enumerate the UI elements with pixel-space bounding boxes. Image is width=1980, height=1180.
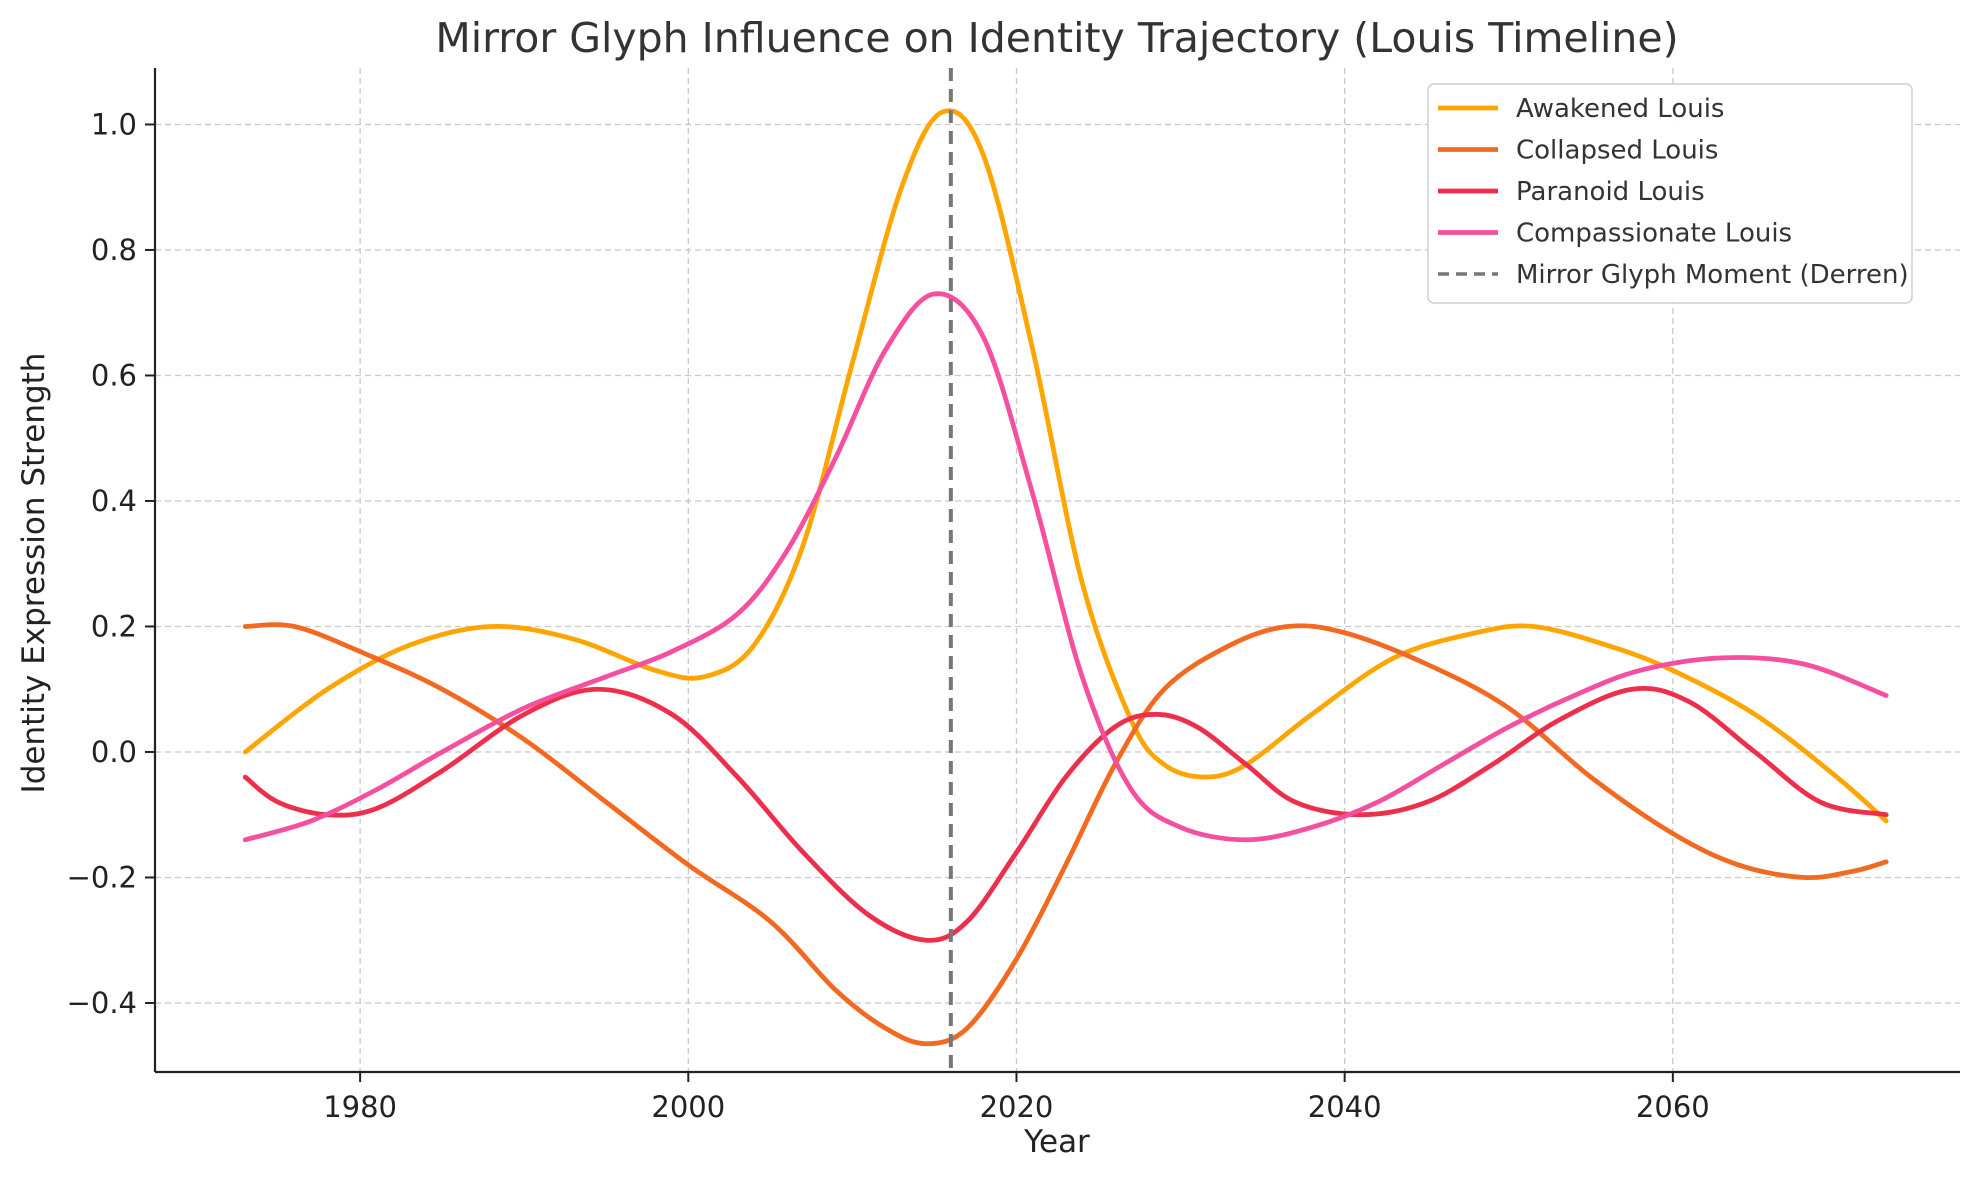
legend-label: Compassionate Louis: [1516, 219, 1792, 249]
plot-area: 1980 2000 2020 2040 2060 1.0 0.8 0.6 0.4 0.2 0.0 −…: [67, 68, 1960, 1124]
x-axis-label: Year: [1023, 1124, 1090, 1160]
series-line-compassionate-louis: [242, 291, 1889, 843]
y-tick-label: 0.4: [91, 484, 137, 518]
y-tick-label: −0.4: [67, 986, 137, 1020]
legend-label: Mirror Glyph Moment (Derren): [1516, 260, 1909, 290]
y-tick-label: 0.6: [91, 358, 137, 392]
x-axis-ticks: 1980 2000 2020 2040 2060: [323, 1072, 1710, 1124]
series-line-collapsed-louis: [242, 622, 1889, 1047]
legend-label: Paranoid Louis: [1516, 177, 1705, 207]
x-tick-label: 2040: [1308, 1090, 1382, 1124]
y-tick-label: −0.2: [67, 860, 137, 894]
axes: [153, 68, 1960, 1074]
legend-label: Collapsed Louis: [1516, 136, 1718, 166]
series-line-paranoid-louis: [242, 685, 1889, 943]
legend: Awakened Louis Collapsed Louis Paranoid Lo…: [1427, 83, 1913, 304]
legend-label: Awakened Louis: [1516, 94, 1724, 124]
x-tick-label: 2060: [1636, 1090, 1710, 1124]
y-axis-ticks: 1.0 0.8 0.6 0.4 0.2 0.0 −0.2 −0.4: [67, 107, 155, 1020]
x-tick-label: 2000: [651, 1090, 725, 1124]
legend-items: Awakened Louis Collapsed Louis Paranoid Lo…: [1438, 94, 1909, 290]
x-tick-label: 1980: [323, 1090, 397, 1124]
grid-lines: [155, 68, 1960, 1072]
y-tick-label: 1.0: [91, 107, 137, 141]
series-lines: [242, 108, 1889, 1047]
chart-title: Mirror Glyph Influence on Identity Traje…: [435, 14, 1678, 62]
y-axis-label: Identity Expression Strength: [16, 353, 52, 794]
y-tick-label: 0.8: [91, 233, 137, 267]
legend-box: [1427, 83, 1913, 304]
y-tick-label: 0.0: [91, 735, 137, 769]
series-line-awakened-louis: [242, 108, 1889, 824]
x-tick-label: 2020: [980, 1090, 1054, 1124]
y-tick-label: 0.2: [91, 609, 137, 643]
